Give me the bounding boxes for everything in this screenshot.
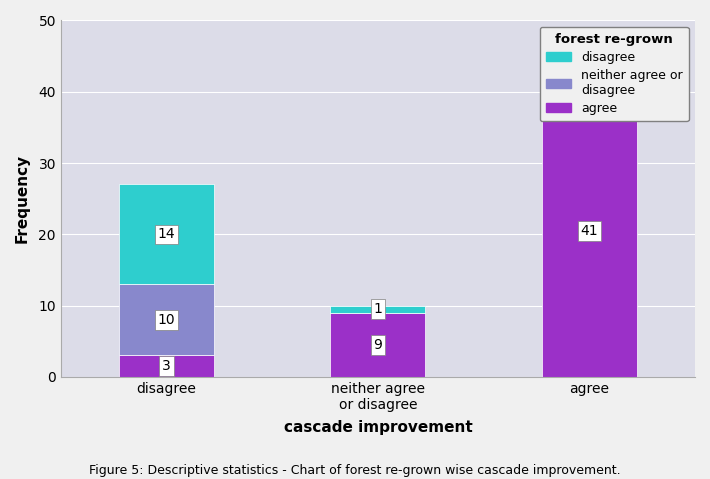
Text: 14: 14: [158, 228, 175, 241]
Bar: [330, 306, 425, 313]
Y-axis label: Frequency: Frequency: [15, 154, 30, 243]
Bar: [542, 49, 637, 85]
Text: 1: 1: [373, 302, 383, 316]
X-axis label: cascade improvement: cascade improvement: [283, 420, 472, 435]
Bar: [119, 284, 214, 355]
Bar: [119, 184, 214, 284]
Bar: [542, 85, 637, 377]
Text: 5: 5: [585, 60, 594, 74]
Text: 1: 1: [585, 38, 594, 52]
Text: 10: 10: [158, 313, 175, 327]
Text: Figure 5: Descriptive statistics - Chart of forest re-grown wise cascade improve: Figure 5: Descriptive statistics - Chart…: [89, 464, 621, 477]
Text: 3: 3: [162, 359, 171, 373]
Text: 9: 9: [373, 338, 383, 352]
Bar: [542, 42, 637, 49]
Legend: disagree, neither agree or
disagree, agree: disagree, neither agree or disagree, agr…: [540, 27, 689, 121]
Bar: [119, 355, 214, 377]
Bar: [330, 313, 425, 377]
Text: 41: 41: [581, 224, 598, 238]
